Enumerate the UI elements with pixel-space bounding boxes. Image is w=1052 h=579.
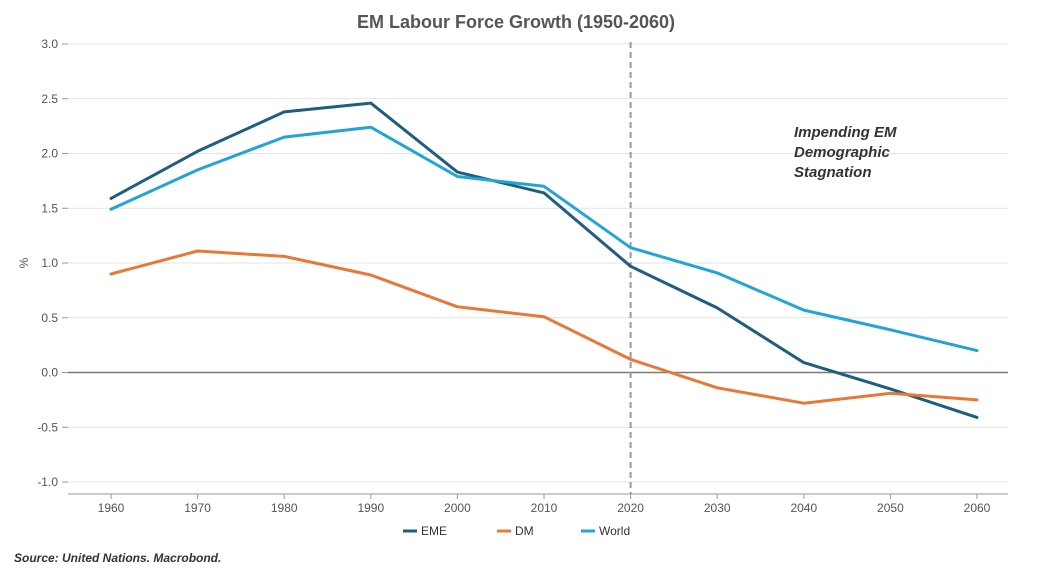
- x-tick-label: 2060: [964, 501, 991, 515]
- x-tick-label: 2000: [444, 501, 471, 515]
- y-tick-label: 0.5: [41, 311, 58, 325]
- y-axis-ticks: -1.0 -0.5 0.0 0.5 1.0 1.5 2.0 2.5 3.0: [37, 37, 68, 489]
- x-tick-label: 2030: [704, 501, 731, 515]
- series-line-eme: [109, 101, 979, 419]
- series-lines: [109, 101, 979, 419]
- y-tick-label: 1.5: [41, 201, 58, 215]
- y-tick-label: 2.0: [41, 147, 58, 161]
- y-tick-label: 0.0: [41, 366, 58, 380]
- x-tick-label: 1970: [184, 501, 211, 515]
- y-tick-label: 3.0: [41, 37, 58, 51]
- y-axis-label: %: [17, 257, 31, 268]
- legend: EME DM World: [403, 524, 630, 538]
- line-chart: EM Labour Force Growth (1950-2060) % -1.…: [17, 12, 1008, 538]
- x-tick-label: 2010: [531, 501, 558, 515]
- annotation-line-3: Stagnation: [794, 164, 872, 181]
- series-line-dm: [109, 249, 979, 405]
- x-tick-label: 1980: [271, 501, 298, 515]
- x-tick-label: 2050: [877, 501, 904, 515]
- legend-label-world: World: [599, 524, 630, 538]
- y-tick-label: -1.0: [37, 475, 58, 489]
- x-tick-label: 2020: [617, 501, 644, 515]
- legend-label-eme: EME: [421, 524, 447, 538]
- legend-label-dm: DM: [515, 524, 534, 538]
- x-tick-label: 2040: [790, 501, 817, 515]
- x-tick-label: 1960: [98, 501, 125, 515]
- annotation: Impending EM Demographic Stagnation: [794, 124, 897, 181]
- x-tick-label: 1990: [357, 501, 384, 515]
- source-note: Source: United Nations. Macrobond.: [14, 551, 222, 565]
- series-line-world: [109, 125, 979, 353]
- grid-lines: [68, 43, 1008, 483]
- y-tick-label: 2.5: [41, 92, 58, 106]
- y-tick-label: 1.0: [41, 256, 58, 270]
- y-tick-label: -0.5: [37, 420, 58, 434]
- annotation-line-1: Impending EM: [794, 124, 897, 141]
- annotation-line-2: Demographic: [794, 144, 891, 161]
- x-axis-ticks: 1960 1970 1980 1990 2000 2010 2020 2030 2040 2050…: [68, 493, 1008, 515]
- chart-title: EM Labour Force Growth (1950-2060): [357, 12, 675, 32]
